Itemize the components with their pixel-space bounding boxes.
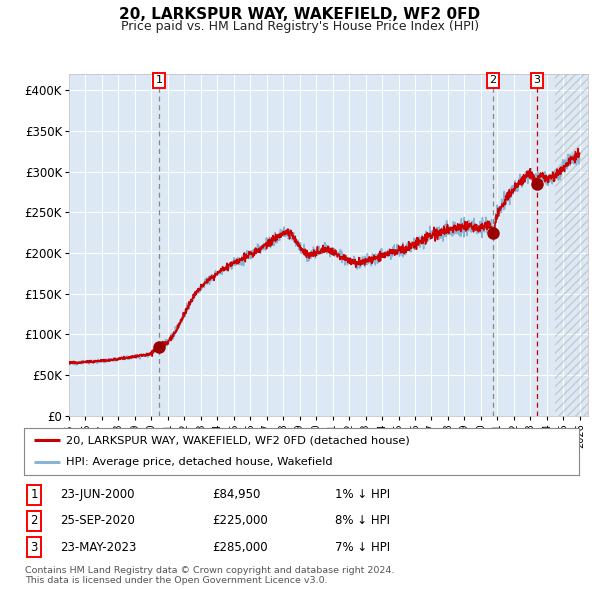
Text: Contains HM Land Registry data © Crown copyright and database right 2024.: Contains HM Land Registry data © Crown c… [25,566,395,575]
Text: 2: 2 [30,514,38,527]
Text: £285,000: £285,000 [213,540,268,553]
Text: 1: 1 [155,76,163,86]
Text: Price paid vs. HM Land Registry's House Price Index (HPI): Price paid vs. HM Land Registry's House … [121,20,479,33]
Text: 2: 2 [490,76,496,86]
Text: 25-SEP-2020: 25-SEP-2020 [60,514,135,527]
Text: 7% ↓ HPI: 7% ↓ HPI [335,540,390,553]
Text: 20, LARKSPUR WAY, WAKEFIELD, WF2 0FD (detached house): 20, LARKSPUR WAY, WAKEFIELD, WF2 0FD (de… [65,435,409,445]
Text: 23-JUN-2000: 23-JUN-2000 [60,489,134,502]
Bar [555,74,588,416]
Bar [555,74,588,416]
Text: HPI: Average price, detached house, Wakefield: HPI: Average price, detached house, Wake… [65,457,332,467]
Text: 20, LARKSPUR WAY, WAKEFIELD, WF2 0FD: 20, LARKSPUR WAY, WAKEFIELD, WF2 0FD [119,7,481,22]
Text: 1: 1 [30,489,38,502]
Text: 1% ↓ HPI: 1% ↓ HPI [335,489,390,502]
Text: 23-MAY-2023: 23-MAY-2023 [60,540,136,553]
Text: 3: 3 [533,76,540,86]
Text: This data is licensed under the Open Government Licence v3.0.: This data is licensed under the Open Gov… [25,576,328,585]
Text: £225,000: £225,000 [213,514,268,527]
Text: 3: 3 [31,540,38,553]
Text: 8% ↓ HPI: 8% ↓ HPI [335,514,390,527]
Text: £84,950: £84,950 [213,489,261,502]
